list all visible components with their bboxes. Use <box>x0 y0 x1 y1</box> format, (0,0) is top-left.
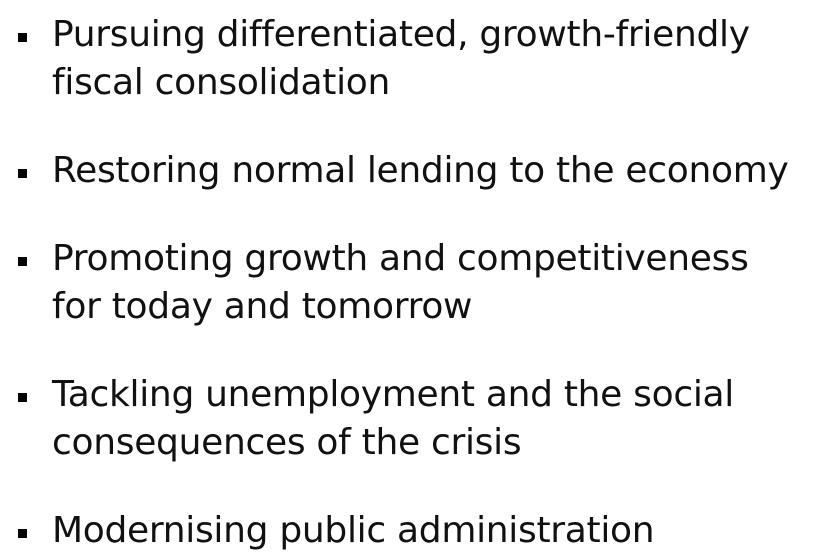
bullet-text: Promoting growth and competitiveness <box>52 238 749 279</box>
bullet-marker <box>18 529 27 538</box>
bullet-text: Restoring normal lending to the economy <box>52 150 789 191</box>
bullet-text: consequences of the crisis <box>52 422 522 463</box>
bullet-item: Pursuing differentiated, growth-friendly… <box>0 11 832 107</box>
bullet-text: Pursuing differentiated, growth-friendly <box>52 14 750 55</box>
bullet-text: fiscal consolidation <box>52 62 391 103</box>
bullet-text: Tackling unemployment and the social <box>52 374 735 415</box>
bullet-item: Modernising public administration <box>0 507 832 553</box>
bullet-text: Modernising public administration <box>52 510 655 551</box>
bullet-item: Tackling unemployment and the social cons… <box>0 371 832 467</box>
bullet-text: for today and tomorrow <box>52 286 473 327</box>
bullet-marker <box>18 257 27 266</box>
bullet-item: Restoring normal lending to the economy <box>0 147 832 195</box>
bullet-marker <box>18 33 27 42</box>
bullet-marker <box>18 169 27 178</box>
bullet-marker <box>18 393 27 402</box>
bullet-item: Promoting growth and competitiveness for … <box>0 235 832 331</box>
